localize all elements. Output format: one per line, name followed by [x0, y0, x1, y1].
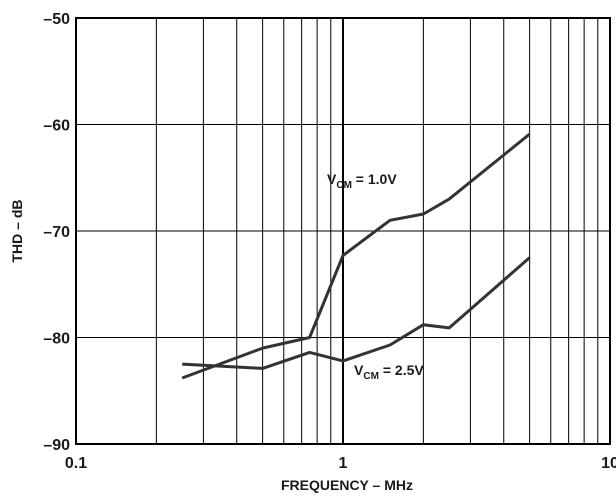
grid: [75, 17, 611, 445]
x-tick-label: 1: [339, 455, 348, 472]
y-tick-label: –50: [43, 11, 70, 28]
x-axis-title: FREQUENCY – MHz: [281, 477, 413, 493]
series-line-1: [182, 256, 531, 370]
series-label-main: V: [327, 171, 337, 187]
y-tick-labels: –90 –80 –70 –60 –50: [43, 11, 70, 454]
series-label-value: = 2.5V: [379, 362, 424, 378]
series-line-0: [181, 132, 531, 380]
y-tick-label: –70: [43, 224, 70, 241]
series-label-subscript: CM: [363, 371, 379, 382]
series-label-vcm-1v: VCM = 1.0V: [327, 171, 397, 191]
y-tick-label: –60: [43, 118, 70, 135]
y-axis-title: THD – dB: [9, 200, 25, 263]
plot-frame: [75, 17, 611, 445]
series-label-value: = 1.0V: [352, 171, 397, 187]
series-layer: [181, 132, 531, 380]
y-tick-label: –90: [43, 437, 70, 454]
y-tick-label: –80: [43, 331, 70, 348]
x-tick-label: 10: [601, 455, 616, 472]
x-tick-labels: 0.1 1 10: [65, 455, 616, 472]
x-tick-label: 0.1: [65, 455, 87, 472]
series-label-main: V: [354, 362, 364, 378]
series-label-subscript: CM: [336, 180, 352, 191]
series-label-vcm-2-5v: VCM = 2.5V: [354, 362, 424, 382]
